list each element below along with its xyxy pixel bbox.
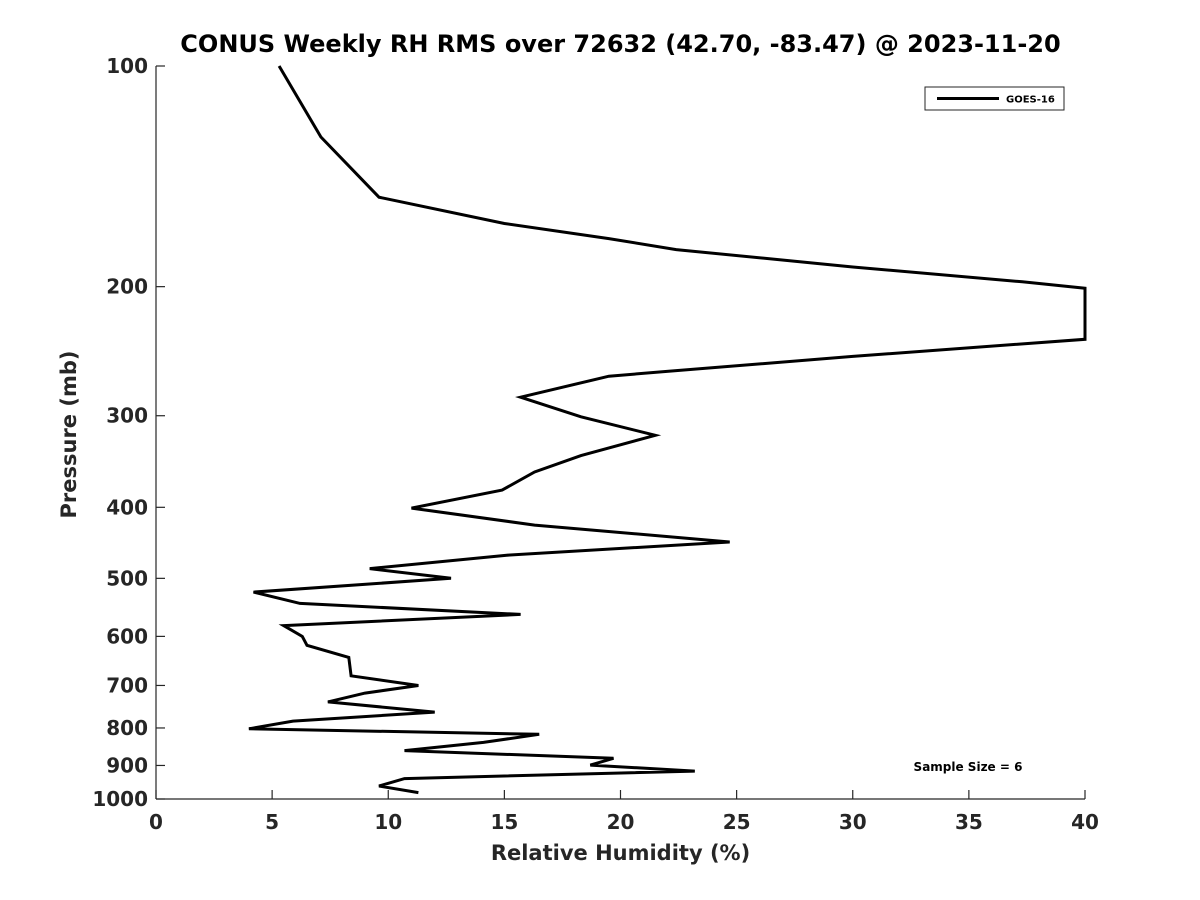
- x-tick-label: 20: [607, 810, 635, 834]
- x-tick-label: 10: [374, 810, 402, 834]
- y-tick-label: 500: [106, 566, 148, 590]
- y-tick-label: 200: [106, 275, 148, 299]
- x-tick-label: 15: [490, 810, 518, 834]
- x-tick-label: 35: [955, 810, 983, 834]
- y-axis-ticks: 100 200 300 400 500 600 700 800 900 1000: [92, 54, 165, 811]
- x-tick-label: 30: [839, 810, 867, 834]
- legend-entry-goes16: GOES-16: [1006, 95, 1055, 106]
- y-tick-label: 800: [106, 716, 148, 740]
- y-tick-label: 600: [106, 624, 148, 648]
- x-axis-ticks: 0 5 10 15 20 25 30 35 40: [149, 790, 1099, 834]
- sample-size-annotation: Sample Size = 6: [914, 760, 1023, 774]
- y-tick-label: 300: [106, 404, 148, 428]
- y-tick-label: 700: [106, 673, 148, 697]
- y-axis-label: Pressure (mb): [57, 351, 81, 519]
- x-tick-label: 0: [149, 810, 163, 834]
- chart-title: CONUS Weekly RH RMS over 72632 (42.70, -…: [180, 30, 1061, 58]
- y-tick-label: 900: [106, 753, 148, 777]
- y-tick-label: 100: [106, 54, 148, 78]
- legend: GOES-16: [924, 86, 1065, 111]
- x-axis-label: Relative Humidity (%): [491, 841, 750, 865]
- x-tick-label: 5: [265, 810, 279, 834]
- x-tick-label: 40: [1071, 810, 1099, 834]
- y-tick-label: 400: [106, 495, 148, 519]
- y-tick-label: 1000: [92, 787, 148, 811]
- series-goes16-line: [248, 65, 1087, 795]
- x-tick-label: 25: [723, 810, 751, 834]
